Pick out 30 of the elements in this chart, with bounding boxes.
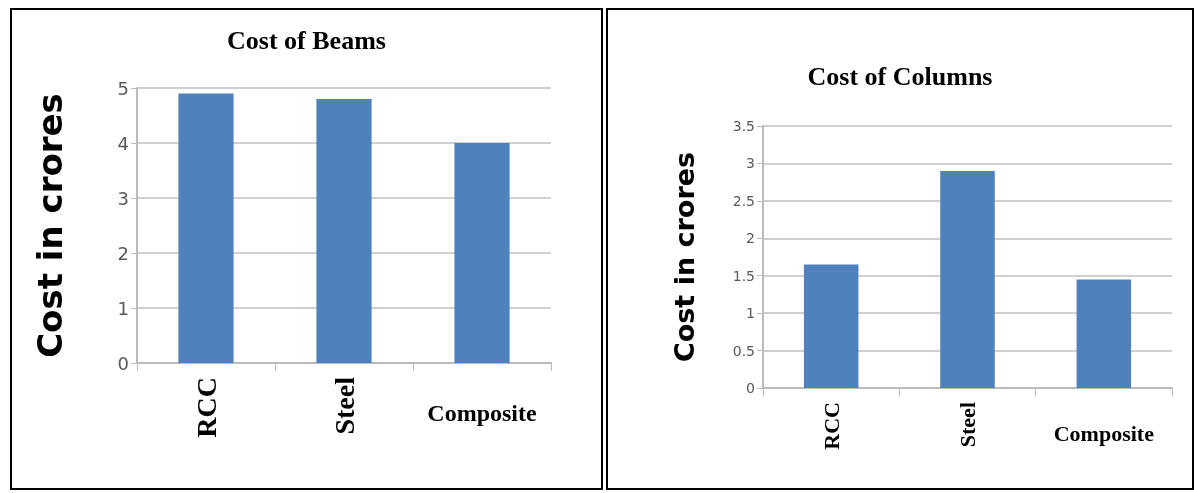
bar (1076, 279, 1132, 388)
y-tick-label: 3.5 (732, 118, 755, 134)
bar (940, 170, 995, 388)
chart-title: Cost of Columns (807, 61, 993, 91)
x-tick-label: Composite (1053, 420, 1155, 446)
y-tick-label: 3 (117, 187, 129, 209)
y-tick-label: 0 (117, 352, 129, 374)
y-tick-label: 1.5 (732, 267, 755, 284)
y-tick-label: 5 (117, 77, 129, 99)
chart-title: Cost of Beams (227, 25, 386, 55)
y-tick-label: 3 (746, 155, 755, 172)
x-tick-label: Composite (427, 400, 538, 426)
bar (316, 99, 372, 363)
bar (178, 93, 234, 363)
x-tick-label: RCC (190, 377, 222, 438)
bar (454, 143, 510, 363)
x-tick-label: Steel (955, 402, 980, 448)
y-tick-label: 0 (746, 380, 755, 396)
x-tick-label: RCC (818, 402, 844, 450)
y-tick-label: 2 (746, 230, 755, 247)
y-tick-label: 0.5 (732, 342, 755, 359)
x-tick-label: Steel (328, 376, 360, 435)
y-axis-title: Cost in crores (669, 151, 700, 363)
y-tick-label: 1 (746, 305, 755, 322)
y-axis-title: Cost in crores (30, 93, 70, 358)
y-tick-label: 2 (117, 242, 129, 264)
y-tick-label: 1 (117, 297, 129, 319)
y-tick-label: 2.5 (732, 192, 755, 209)
y-tick-label: 4 (117, 132, 129, 154)
bar (803, 264, 859, 388)
